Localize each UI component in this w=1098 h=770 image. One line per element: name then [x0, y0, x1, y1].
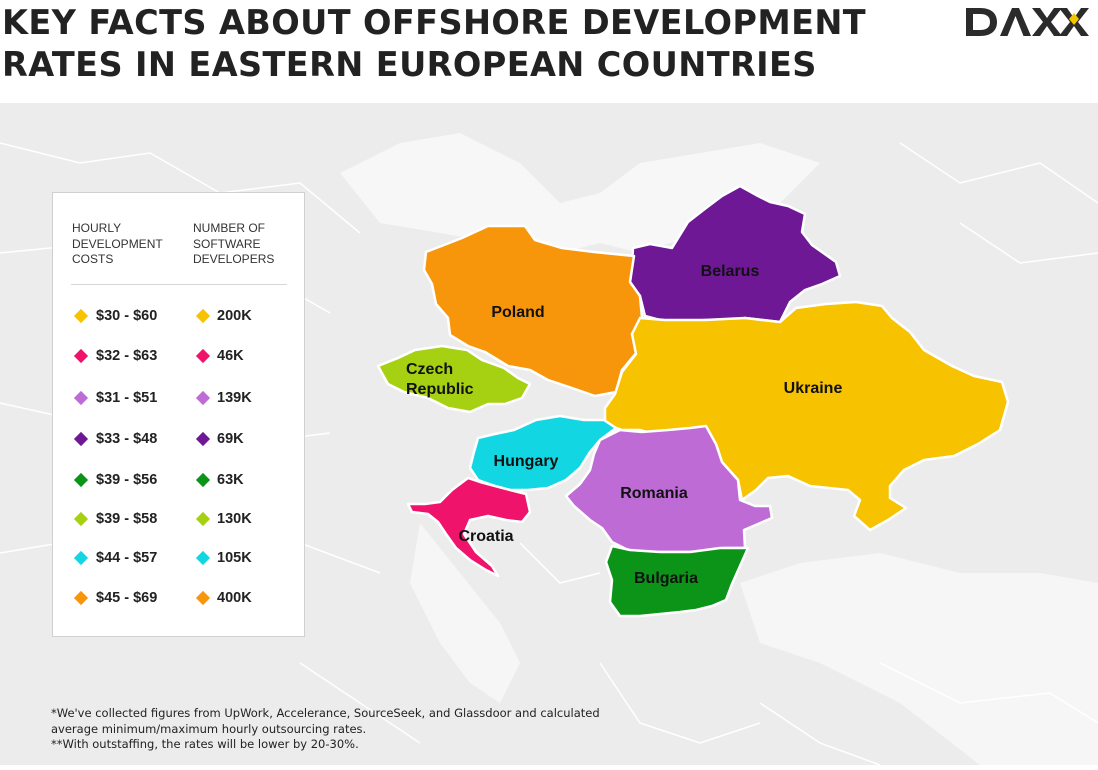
legend-devs-value: 139K: [217, 390, 252, 406]
legend-panel: HOURLY DEVELOPMENT COSTS NUMBER OF SOFTW…: [52, 192, 305, 637]
legend-row: $30 - $60 200K: [53, 305, 306, 327]
legend-devs-value: 400K: [217, 590, 252, 606]
legend-divider: [71, 284, 287, 285]
legend-devs-value: 63K: [217, 472, 244, 488]
country-romania[interactable]: [564, 424, 774, 554]
title-line-2: RATES IN EASTERN EUROPEAN COUNTRIES: [2, 45, 817, 84]
cost-header-line3: COSTS: [72, 252, 114, 266]
cost-header-line2: DEVELOPMENT: [72, 236, 163, 251]
legend-cost-value: $44 - $57: [96, 550, 158, 566]
legend-row: $32 - $63 46K: [53, 345, 306, 367]
legend-cost-value: $30 - $60: [96, 308, 158, 324]
legend-devs-swatch: [195, 472, 211, 488]
title-line-1: KEY FACTS ABOUT OFFSHORE DEVELOPMENT: [2, 3, 867, 42]
country-croatia[interactable]: [406, 476, 532, 578]
label-belarus: Belarus: [701, 263, 760, 280]
legend-row: $44 - $57 105K: [53, 547, 306, 569]
legend-row: $45 - $69 400K: [53, 587, 306, 609]
legend-devs-value: 105K: [217, 550, 252, 566]
devs-header-line1: NUMBER OF: [193, 221, 265, 235]
label-romania: Romania: [620, 485, 688, 502]
country-bulgaria[interactable]: [604, 544, 750, 618]
legend-devs-value: 200K: [217, 308, 252, 324]
legend-row: $39 - $56 63K: [53, 469, 306, 491]
legend-cost-swatch: [73, 308, 89, 324]
legend-cost-value: $45 - $69: [96, 590, 158, 606]
footnote-line-2: average minimum/maximum hourly outsourci…: [51, 721, 367, 736]
legend-cost-header: HOURLY DEVELOPMENT COSTS: [72, 221, 163, 268]
legend-devs-swatch: [195, 511, 211, 527]
legend-cost-swatch: [73, 472, 89, 488]
legend-cost-value: $39 - $58: [96, 511, 158, 527]
legend-devs-swatch: [195, 550, 211, 566]
legend-cost-swatch: [73, 431, 89, 447]
legend-devs-swatch: [195, 590, 211, 606]
label-bulgaria: Bulgaria: [634, 570, 698, 587]
country-ukraine[interactable]: [603, 300, 1010, 532]
legend-cost-swatch: [73, 590, 89, 606]
infographic-title: KEY FACTS ABOUT OFFSHORE DEVELOPMENT RAT…: [2, 2, 866, 86]
country-belarus[interactable]: [628, 184, 842, 324]
label-czech-line1: Czech: [406, 361, 453, 378]
legend-cost-value: $31 - $51: [96, 390, 158, 406]
legend-cost-value: $33 - $48: [96, 431, 158, 447]
legend-row: $31 - $51 139K: [53, 387, 306, 409]
country-czech[interactable]: [376, 344, 532, 414]
footnote-line-1: *We've collected figures from UpWork, Ac…: [51, 706, 600, 720]
legend-cost-value: $32 - $63: [96, 348, 158, 364]
devs-header-line3: DEVELOPERS: [193, 252, 275, 266]
legend-row: $39 - $58 130K: [53, 508, 306, 530]
label-czech-line2: Republic: [406, 381, 474, 398]
devs-header-line2: SOFTWARE: [193, 236, 261, 251]
footnote-line-3: **With outstaffing, the rates will be lo…: [51, 737, 359, 751]
legend-devs-header: NUMBER OF SOFTWARE DEVELOPERS: [193, 221, 274, 268]
legend-devs-value: 46K: [217, 348, 244, 364]
legend-cost-swatch: [73, 550, 89, 566]
label-poland: Poland: [491, 304, 544, 321]
legend-devs-value: 130K: [217, 511, 252, 527]
legend-devs-value: 69K: [217, 431, 244, 447]
legend-devs-swatch: [195, 308, 211, 324]
label-ukraine: Ukraine: [784, 380, 843, 397]
legend-cost-value: $39 - $56: [96, 472, 158, 488]
legend-devs-swatch: [195, 348, 211, 364]
legend-devs-swatch: [195, 431, 211, 447]
legend-row: $33 - $48 69K: [53, 428, 306, 450]
legend-cost-swatch: [73, 511, 89, 527]
cost-header-line1: HOURLY: [72, 221, 122, 235]
label-hungary: Hungary: [494, 453, 559, 470]
legend-cost-swatch: [73, 348, 89, 364]
footnote: *We've collected figures from UpWork, Ac…: [51, 706, 600, 753]
legend-devs-swatch: [195, 390, 211, 406]
label-croatia: Croatia: [458, 528, 513, 545]
daxx-logo: [966, 8, 1089, 36]
legend-cost-swatch: [73, 390, 89, 406]
